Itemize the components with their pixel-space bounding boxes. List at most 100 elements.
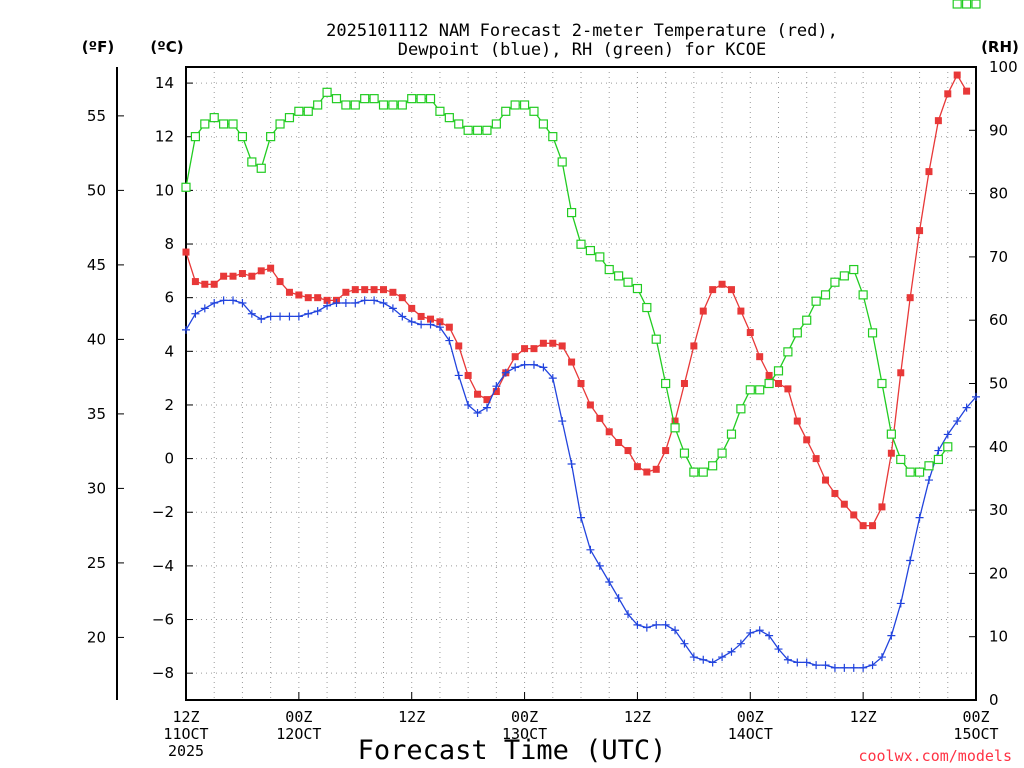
rh-point <box>698 467 708 477</box>
dewpoint-point <box>896 599 905 608</box>
rh-tick-label: 80 <box>989 185 1008 203</box>
rh-point <box>661 378 671 389</box>
temperature-point <box>690 342 698 350</box>
dewpoint-point <box>849 663 858 672</box>
temperature-point <box>840 500 848 508</box>
temperature-point <box>191 278 199 286</box>
rh-point <box>425 94 436 104</box>
temperature-point <box>699 307 707 315</box>
rh-point <box>849 264 859 275</box>
temperature-point <box>238 270 246 278</box>
celsius-unit-label: (ºC) <box>150 38 183 56</box>
dewpoint-point <box>238 299 247 308</box>
dewpoint-point <box>708 658 717 667</box>
temperature-point <box>361 286 369 294</box>
dewpoint-point <box>783 655 792 664</box>
temperature-point <box>455 342 463 350</box>
x-tick-label: 00Z <box>511 708 538 726</box>
celsius-tick-label: −2 <box>152 503 174 521</box>
celsius-tick-label: 8 <box>164 235 174 253</box>
dewpoint-point <box>210 299 219 308</box>
rh-point <box>491 119 501 129</box>
temperature-point <box>925 168 933 176</box>
temperature-point <box>568 358 576 366</box>
markers-dewpoint <box>182 296 980 672</box>
dewpoint-point <box>276 312 285 321</box>
temperature-point <box>812 455 820 463</box>
rh-point <box>444 113 454 123</box>
rh-point <box>670 423 680 433</box>
temperature-point <box>295 291 303 299</box>
rh-point <box>755 385 765 395</box>
temperature-point <box>727 286 735 294</box>
dewpoint-point <box>323 301 332 310</box>
temperature-point <box>709 286 717 294</box>
dewpoint-point <box>407 317 416 326</box>
dewpoint-point <box>229 296 238 305</box>
rh-point <box>867 328 878 338</box>
rh-tick-label: 70 <box>989 248 1008 266</box>
temperature-point <box>887 449 895 457</box>
celsius-tick-label: −8 <box>152 664 174 682</box>
rh-point <box>407 94 417 104</box>
dewpoint-point <box>934 446 943 455</box>
temperature-point <box>276 278 284 286</box>
x-tick-label: 00Z <box>737 708 764 726</box>
rh-point <box>642 302 652 313</box>
rh-point <box>529 106 539 116</box>
temperature-point <box>521 345 529 353</box>
dewpoint-point <box>924 476 933 485</box>
rh-point <box>454 119 464 129</box>
rh-point <box>566 207 577 218</box>
dewpoint-point <box>915 513 924 522</box>
rh-tick-label: 20 <box>989 564 1008 582</box>
rh-point <box>247 157 257 167</box>
temperature-point <box>370 286 378 294</box>
rh-point <box>378 100 389 110</box>
dewpoint-point <box>943 430 952 439</box>
rh-tick-label: 10 <box>989 628 1008 646</box>
dewpoint-point <box>840 663 849 672</box>
x-tick-label: 15OCT <box>953 725 998 743</box>
rh-point <box>341 100 351 110</box>
rh-point <box>773 366 784 376</box>
dewpoint-point <box>689 653 698 662</box>
rh-point <box>679 448 690 458</box>
temperature-point <box>624 447 632 455</box>
dewpoint-point <box>482 403 491 412</box>
rh-point <box>190 132 201 142</box>
dewpoint-point <box>821 661 830 670</box>
temperature-point <box>831 489 839 497</box>
temperature-point <box>878 503 886 511</box>
dewpoint-point <box>972 392 980 401</box>
temperature-point <box>953 71 961 79</box>
temperature-point <box>793 417 801 425</box>
fahrenheit-tick-label: 25 <box>87 554 106 572</box>
dewpoint-point <box>294 312 303 321</box>
rh-point <box>764 378 774 389</box>
dewpoint-point <box>699 655 708 664</box>
dewpoint-point <box>285 312 294 321</box>
temperature-point <box>351 286 359 294</box>
dewpoint-point <box>774 645 783 654</box>
dewpoint-point <box>548 374 557 383</box>
fahrenheit-tick-label: 55 <box>87 107 106 125</box>
temperature-point <box>577 380 585 387</box>
rh-point <box>708 461 718 471</box>
rh-point <box>510 100 520 110</box>
rh-point <box>604 264 614 275</box>
x-tick-label: 13OCT <box>502 725 547 743</box>
rh-point <box>943 442 953 452</box>
credit-text: coolwx.com/models <box>858 747 1012 765</box>
rh-point <box>266 132 276 142</box>
rh-point <box>200 119 210 129</box>
rh-tick-label: 50 <box>989 375 1008 393</box>
temperature-point <box>220 272 228 280</box>
rh-point <box>388 100 398 110</box>
temperature-point <box>963 87 971 95</box>
dewpoint-point <box>529 360 538 369</box>
dewpoint-point <box>605 577 614 586</box>
temperature-point <box>934 117 942 125</box>
temperature-point <box>342 288 350 296</box>
temperature-point <box>248 272 256 280</box>
